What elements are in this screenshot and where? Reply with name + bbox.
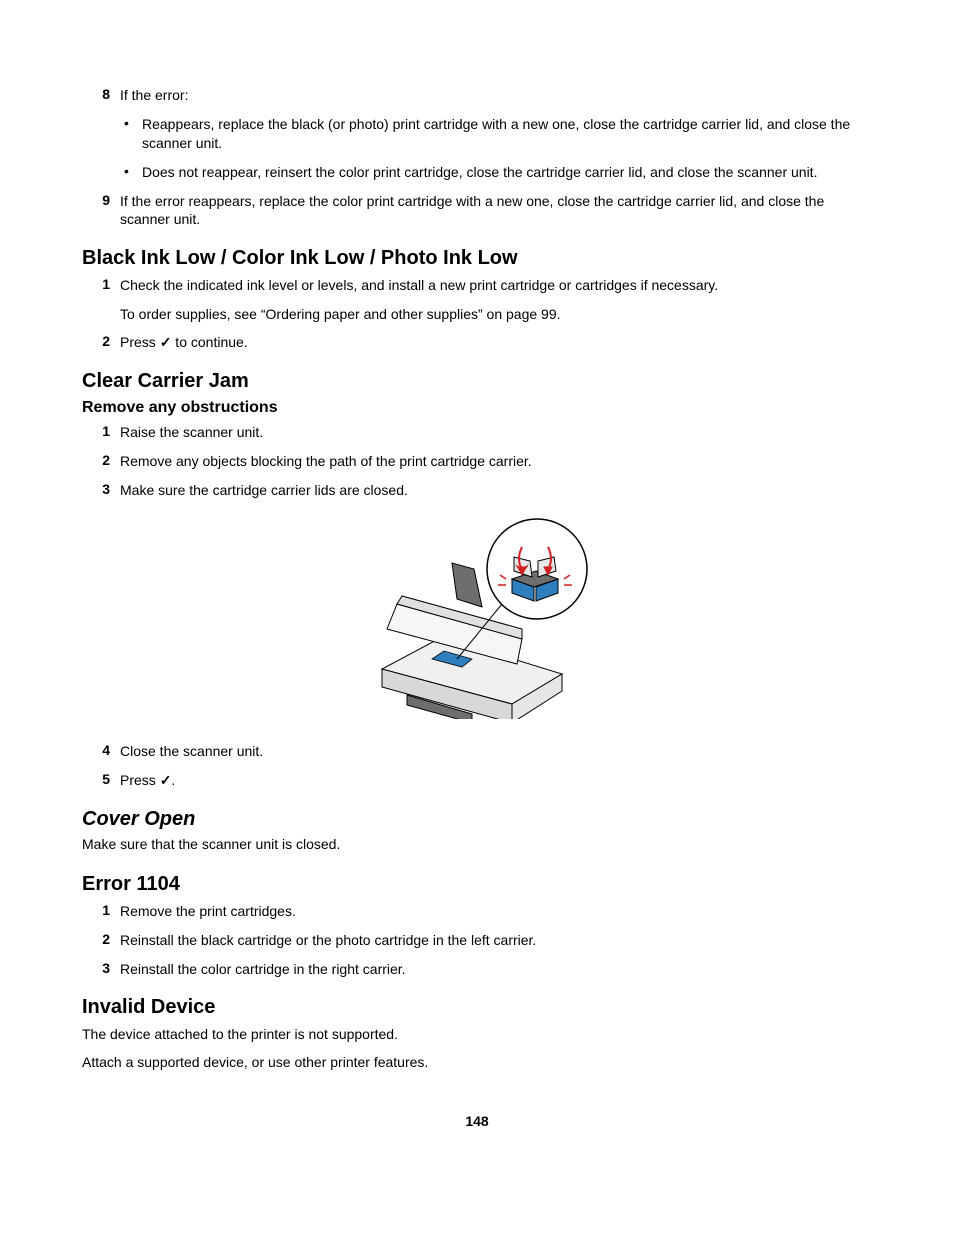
step-number: 4: [82, 742, 120, 761]
step-text: Reinstall the black cartridge or the pho…: [120, 931, 872, 950]
step-number: 8: [82, 86, 120, 105]
carrier-step-2: 2 Remove any objects blocking the path o…: [82, 452, 872, 471]
step-text: Press ✓.: [120, 771, 872, 790]
step-text: Reinstall the color cartridge in the rig…: [120, 960, 872, 979]
step-number: 9: [82, 192, 120, 230]
carrier-step-5: 5 Press ✓.: [82, 771, 872, 790]
page-number: 148: [82, 1113, 872, 1129]
ink-low-step-2: 2 Press ✓ to continue.: [82, 333, 872, 352]
ink-low-subtext: To order supplies, see “Ordering paper a…: [120, 305, 872, 325]
invalid-device-p1: The device attached to the printer is no…: [82, 1025, 872, 1045]
step-number: 3: [82, 960, 120, 979]
step-number: 1: [82, 423, 120, 442]
bullet-item: • Reappears, replace the black (or photo…: [120, 115, 872, 153]
text-post: .: [171, 772, 175, 788]
step-number: 2: [82, 333, 120, 352]
printer-illustration: [82, 509, 872, 724]
step-number: 2: [82, 931, 120, 950]
subheading-remove-obstructions: Remove any obstructions: [82, 399, 872, 417]
step-text: Raise the scanner unit.: [120, 423, 872, 442]
heading-cover-open: Cover Open: [82, 808, 872, 831]
text-post: to continue.: [171, 334, 247, 350]
step-text: Press ✓ to continue.: [120, 333, 872, 352]
carrier-step-3: 3 Make sure the cartridge carrier lids a…: [82, 481, 872, 500]
step-8: 8 If the error:: [82, 86, 872, 105]
e1104-step-2: 2 Reinstall the black cartridge or the p…: [82, 931, 872, 950]
step-text: Close the scanner unit.: [120, 742, 872, 761]
step-number: 1: [82, 902, 120, 921]
bullet-text: Does not reappear, reinsert the color pr…: [142, 163, 872, 182]
step-number: 2: [82, 452, 120, 471]
heading-error-1104: Error 1104: [82, 873, 872, 896]
carrier-step-1: 1 Raise the scanner unit.: [82, 423, 872, 442]
step-8-bullets: • Reappears, replace the black (or photo…: [120, 115, 872, 182]
e1104-step-1: 1 Remove the print cartridges.: [82, 902, 872, 921]
bullet-dot: •: [120, 163, 142, 182]
check-icon: ✓: [160, 772, 172, 788]
heading-invalid-device: Invalid Device: [82, 996, 872, 1019]
heading-carrier-jam: Clear Carrier Jam: [82, 370, 872, 393]
step-text: Remove any objects blocking the path of …: [120, 452, 872, 471]
bullet-text: Reappears, replace the black (or photo) …: [142, 115, 872, 153]
e1104-step-3: 3 Reinstall the color cartridge in the r…: [82, 960, 872, 979]
step-9: 9 If the error reappears, replace the co…: [82, 192, 872, 230]
check-icon: ✓: [160, 334, 172, 350]
bullet-item: • Does not reappear, reinsert the color …: [120, 163, 872, 182]
step-text: Check the indicated ink level or levels,…: [120, 276, 872, 295]
invalid-device-p2: Attach a supported device, or use other …: [82, 1053, 872, 1073]
step-text: Remove the print cartridges.: [120, 902, 872, 921]
text-pre: Press: [120, 334, 160, 350]
cover-open-text: Make sure that the scanner unit is close…: [82, 835, 872, 855]
printer-svg: [362, 509, 592, 719]
carrier-step-4: 4 Close the scanner unit.: [82, 742, 872, 761]
step-number: 5: [82, 771, 120, 790]
step-text: If the error reappears, replace the colo…: [120, 192, 872, 230]
step-text: Make sure the cartridge carrier lids are…: [120, 481, 872, 500]
step-text: If the error:: [120, 86, 872, 105]
ink-low-step-1: 1 Check the indicated ink level or level…: [82, 276, 872, 295]
step-number: 3: [82, 481, 120, 500]
step-number: 1: [82, 276, 120, 295]
heading-ink-low: Black Ink Low / Color Ink Low / Photo In…: [82, 247, 872, 270]
bullet-dot: •: [120, 115, 142, 153]
text-pre: Press: [120, 772, 160, 788]
